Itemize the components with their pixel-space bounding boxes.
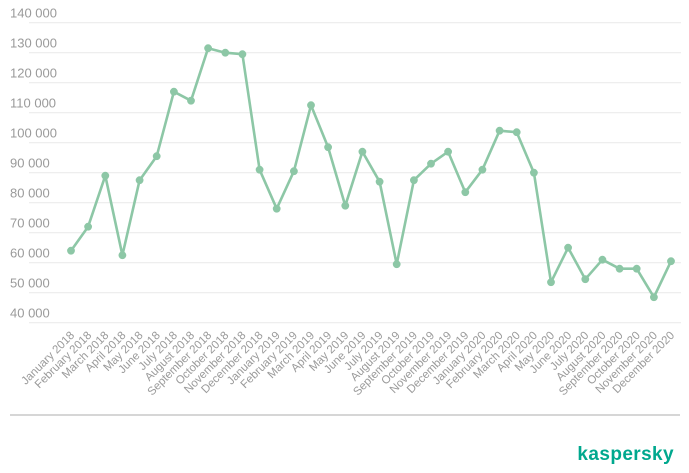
data-point	[255, 165, 264, 174]
y-axis-label: 100 000	[10, 126, 57, 141]
y-axis-label: 70 000	[10, 216, 50, 231]
data-point	[461, 188, 470, 197]
data-point	[444, 147, 452, 156]
footer-divider	[10, 414, 680, 416]
data-point	[478, 165, 487, 174]
data-point	[307, 101, 315, 110]
data-point	[187, 96, 195, 105]
data-point	[238, 50, 247, 59]
data-point	[512, 128, 521, 137]
data-point	[324, 143, 332, 152]
data-point	[615, 264, 624, 273]
y-axis-label: 110 000	[10, 96, 56, 111]
data-point	[84, 222, 92, 231]
y-axis-label: 140 000	[10, 6, 57, 21]
y-axis-label: 40 000	[10, 306, 50, 321]
data-point	[204, 44, 213, 53]
data-point	[427, 159, 435, 168]
data-point	[667, 257, 675, 266]
data-point	[170, 87, 178, 96]
y-axis-label: 50 000	[10, 276, 50, 291]
data-point	[290, 167, 298, 176]
kaspersky-logo: kaspersky	[577, 444, 674, 465]
series-line	[69, 46, 673, 299]
data-point	[598, 255, 607, 264]
data-point	[221, 48, 230, 57]
data-point	[530, 168, 538, 177]
y-axis-label: 80 000	[10, 186, 50, 201]
data-point	[67, 246, 75, 255]
data-point	[341, 201, 350, 210]
data-point	[392, 260, 401, 269]
y-axis-label: 120 000	[10, 66, 57, 81]
data-point	[101, 171, 110, 180]
y-axis-label: 130 000	[10, 36, 57, 51]
data-point	[152, 152, 161, 161]
line-chart: 140 000 130 000 120 000 110 000 100 000 90 00…	[10, 6, 681, 398]
data-point	[650, 293, 658, 302]
data-point	[272, 204, 281, 213]
data-point	[564, 243, 572, 252]
y-axis-label: 60 000	[10, 246, 50, 261]
data-point	[581, 275, 590, 284]
data-point	[410, 176, 418, 185]
data-point	[632, 264, 641, 273]
data-point	[118, 251, 127, 260]
data-point	[495, 126, 504, 135]
data-point	[358, 147, 367, 156]
y-axis-label: 90 000	[10, 156, 50, 171]
data-point	[375, 177, 384, 186]
data-point	[135, 176, 144, 185]
data-point	[547, 278, 555, 287]
